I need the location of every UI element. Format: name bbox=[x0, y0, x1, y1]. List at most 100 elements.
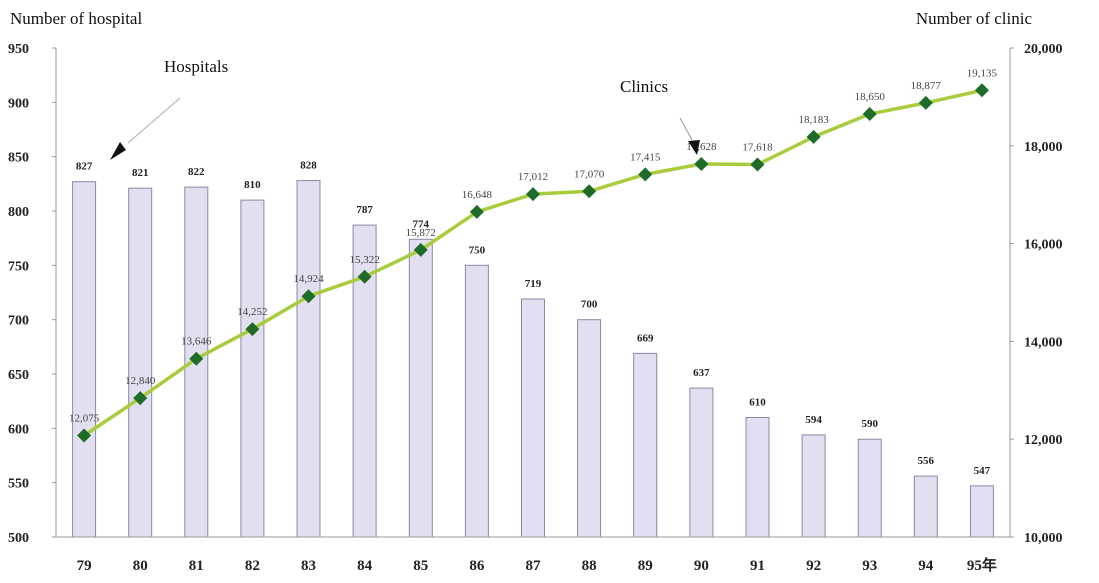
clinic-marker-90 bbox=[694, 156, 709, 171]
clinic-value-label: 13,646 bbox=[181, 336, 212, 348]
bar-95年 bbox=[969, 485, 994, 538]
clinics-pointer-arrow bbox=[688, 140, 700, 155]
hospitals-series-label: Hospitals bbox=[164, 57, 228, 76]
clinic-value-label: 17,070 bbox=[574, 168, 605, 180]
clinic-marker-94 bbox=[918, 95, 933, 110]
clinic-value-label: 15,322 bbox=[349, 254, 379, 266]
right-tick-label: 12,000 bbox=[1024, 433, 1063, 448]
x-tick-label: 87 bbox=[526, 558, 542, 574]
clinic-value-label: 15,872 bbox=[406, 227, 436, 239]
right-tick-label: 16,000 bbox=[1024, 238, 1063, 253]
bar-value-label: 669 bbox=[637, 332, 654, 344]
labels-layer: 827 821 822 810 828 787 774 750 719 700 669 637 610 5… bbox=[69, 67, 998, 477]
clinic-marker-82 bbox=[245, 322, 260, 337]
left-tick-label: 650 bbox=[8, 368, 29, 383]
clinic-marker-92 bbox=[806, 129, 821, 144]
bar-value-label: 827 bbox=[76, 161, 93, 173]
x-tick-label: 82 bbox=[245, 558, 260, 574]
right-tick-label: 14,000 bbox=[1024, 335, 1063, 350]
clinic-value-label: 14,252 bbox=[237, 306, 267, 318]
clinic-value-label: 17,618 bbox=[742, 142, 773, 154]
bar-value-label: 821 bbox=[132, 167, 149, 179]
clinic-value-label: 12,075 bbox=[69, 413, 100, 425]
hospitals-pointer-arrow bbox=[110, 142, 126, 160]
clinic-value-label: 17,415 bbox=[630, 151, 661, 163]
x-tick-label: 88 bbox=[582, 558, 597, 574]
bar-value-label: 828 bbox=[300, 160, 317, 172]
bar-value-label: 719 bbox=[525, 278, 542, 290]
x-tick-label: 83 bbox=[301, 558, 316, 574]
hospitals-pointer-line bbox=[127, 97, 181, 144]
x-tick-label: 90 bbox=[694, 558, 709, 574]
clinic-marker-84 bbox=[357, 269, 372, 284]
bar-value-label: 610 bbox=[749, 397, 766, 409]
left-tick-label: 800 bbox=[8, 205, 29, 220]
axes-layer: 950 900 850 800 750 700 650 600 550 500 20,000 18,0… bbox=[8, 42, 1063, 574]
left-tick-label: 750 bbox=[8, 259, 29, 274]
bar-94 bbox=[913, 475, 938, 538]
clinic-marker-86 bbox=[469, 204, 484, 219]
clinic-value-label: 19,135 bbox=[967, 67, 998, 79]
right-tick-label: 18,000 bbox=[1024, 140, 1063, 155]
bar-value-label: 556 bbox=[918, 455, 935, 467]
right-tick-label: 10,000 bbox=[1024, 531, 1063, 546]
left-tick-label: 950 bbox=[8, 42, 29, 57]
left-axis-title: Number of hospital bbox=[10, 9, 142, 28]
x-tick-label: 86 bbox=[469, 558, 485, 574]
clinics-pointer-line bbox=[679, 117, 693, 141]
bar-value-label: 637 bbox=[693, 367, 710, 379]
bar-83 bbox=[296, 180, 321, 538]
x-tick-label: 92 bbox=[806, 558, 821, 574]
bar-87 bbox=[521, 298, 545, 538]
x-tick-label: 91 bbox=[750, 558, 765, 574]
x-tick-label: 81 bbox=[189, 558, 204, 574]
x-tick-label: 94 bbox=[918, 558, 934, 574]
bar-value-label: 822 bbox=[188, 166, 205, 178]
clinic-marker-88 bbox=[582, 184, 597, 199]
clinic-marker-83 bbox=[301, 289, 316, 304]
bar-value-label: 787 bbox=[356, 204, 373, 216]
x-tick-label: 84 bbox=[357, 558, 373, 574]
bar-92 bbox=[801, 434, 826, 538]
clinic-value-label: 17,012 bbox=[518, 171, 548, 183]
clinic-value-label: 14,924 bbox=[293, 273, 324, 285]
clinic-marker-85 bbox=[413, 242, 428, 257]
left-tick-label: 600 bbox=[8, 422, 29, 437]
x-tick-label: 95年 bbox=[967, 556, 997, 574]
bar-89 bbox=[633, 352, 658, 538]
bar-value-label: 750 bbox=[469, 244, 486, 256]
clinic-marker-81 bbox=[189, 351, 204, 366]
bar-86 bbox=[464, 264, 489, 538]
clinic-value-label: 16,648 bbox=[462, 189, 493, 201]
bar-value-label: 590 bbox=[861, 418, 878, 430]
left-tick-label: 900 bbox=[8, 96, 29, 111]
bar-80 bbox=[128, 187, 153, 538]
bar-93 bbox=[857, 438, 882, 538]
left-tick-label: 500 bbox=[8, 531, 29, 546]
clinic-value-label: 18,877 bbox=[911, 80, 942, 92]
right-axis-title: Number of clinic bbox=[916, 9, 1033, 28]
x-tick-label: 79 bbox=[77, 558, 92, 574]
bar-88 bbox=[577, 319, 602, 538]
bar-value-label: 594 bbox=[805, 414, 822, 426]
line-layer bbox=[77, 83, 989, 443]
right-tick-label: 20,000 bbox=[1024, 42, 1063, 57]
clinic-marker-79 bbox=[77, 428, 92, 443]
clinics-series-label: Clinics bbox=[620, 77, 668, 96]
bars-layer bbox=[72, 180, 994, 538]
left-tick-label: 550 bbox=[8, 477, 29, 492]
clinic-marker-91 bbox=[750, 157, 765, 172]
left-tick-label: 700 bbox=[8, 314, 29, 329]
bar-79 bbox=[72, 181, 97, 538]
x-tick-label: 89 bbox=[638, 558, 653, 574]
bar-value-label: 810 bbox=[244, 179, 261, 191]
clinic-value-label: 18,650 bbox=[855, 91, 886, 103]
x-tick-label: 85 bbox=[413, 558, 428, 574]
x-tick-label: 93 bbox=[862, 558, 877, 574]
left-tick-label: 850 bbox=[8, 151, 29, 166]
x-tick-label: 80 bbox=[133, 558, 148, 574]
bar-85 bbox=[408, 238, 433, 538]
clinic-marker-89 bbox=[638, 167, 653, 182]
